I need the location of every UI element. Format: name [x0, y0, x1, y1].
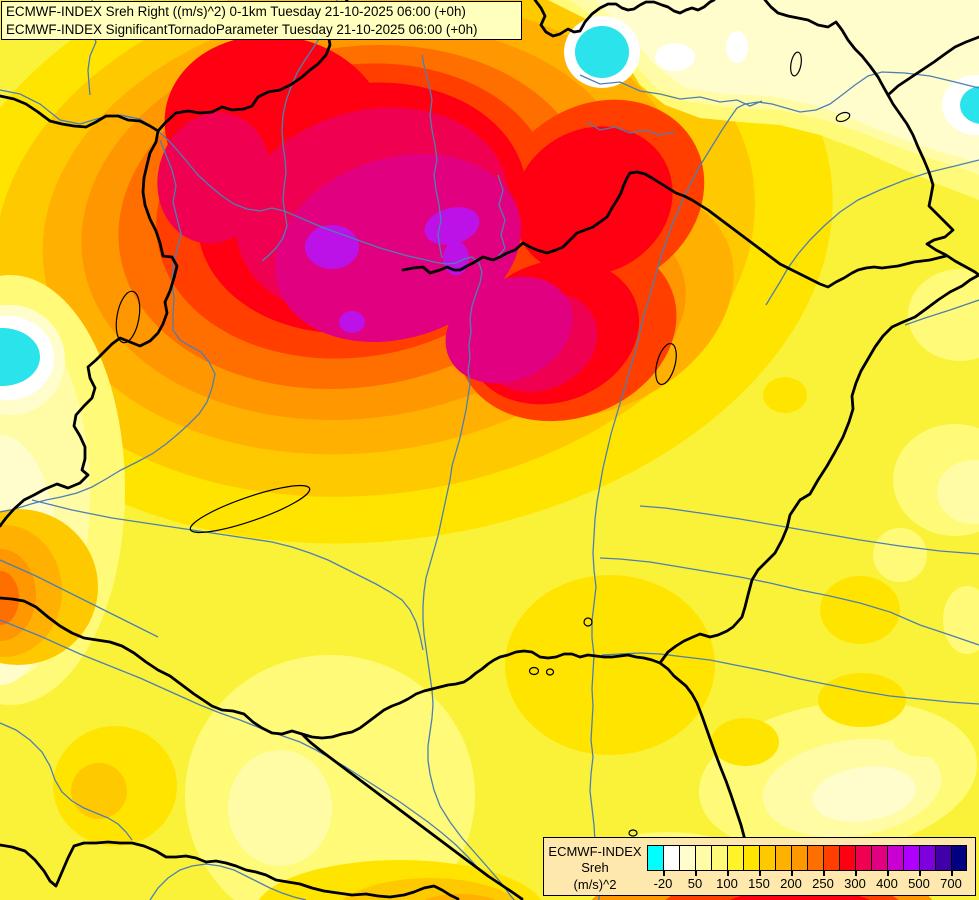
- border-ne-corner: [886, 35, 979, 97]
- legend-color-cell-13: [855, 845, 871, 871]
- river-danube: [0, 89, 515, 900]
- legend-labels: ECMWF-INDEX Sreh (m/s)^2: [544, 838, 646, 895]
- lake-s-2: [545, 668, 555, 676]
- lake-neusiedl: [115, 290, 141, 344]
- legend-tick-700: [951, 871, 953, 876]
- lake-s-4: [628, 829, 638, 837]
- border-drava-se: [300, 732, 524, 900]
- legend-tick-label-700: 700: [940, 876, 962, 891]
- lake-ne-1: [790, 51, 802, 77]
- legend-color-cell-9: [791, 845, 807, 871]
- legend-units-label: (m/s)^2: [573, 877, 617, 892]
- legend-tick-150: [759, 871, 761, 876]
- legend-color-cell-3: [695, 845, 711, 871]
- legend-tick-label--20: -20: [653, 876, 673, 891]
- legend-colorbar: [647, 845, 967, 871]
- river-ne-2: [586, 121, 676, 136]
- river-mura: [0, 559, 159, 638]
- legend-color-cell-10: [807, 845, 823, 871]
- legend-color-cell-15: [887, 845, 903, 871]
- river-ne-1: [579, 74, 763, 107]
- river-maros: [601, 652, 979, 705]
- legend-color-cell-14: [871, 845, 887, 871]
- legend-color-cell-16: [903, 845, 919, 871]
- river-east-edge: [904, 299, 979, 326]
- legend-color-cell-11: [823, 845, 839, 871]
- title-line-1: ECMWF-INDEX Sreh Right ((m/s)^2) 0-1km T…: [6, 4, 466, 19]
- legend-color-cell-7: [759, 845, 775, 871]
- title-box: ECMWF-INDEX Sreh Right ((m/s)^2) 0-1km T…: [1, 1, 522, 40]
- legend-tick-200: [791, 871, 793, 876]
- river-koros-south: [599, 557, 979, 646]
- legend-tick-250: [823, 871, 825, 876]
- legend-tick-label-150: 150: [748, 876, 770, 891]
- river-sw-1: [0, 722, 133, 841]
- legend-tick-100: [727, 871, 729, 876]
- legend-color-cell-1: [663, 845, 679, 871]
- legend-tick-label-500: 500: [908, 876, 930, 891]
- title-line-2: ECMWF-INDEX SignificantTornadoParameter …: [6, 22, 478, 38]
- legend-tick-400: [887, 871, 889, 876]
- legend-tick-50: [695, 871, 697, 876]
- river-koros-north: [639, 505, 979, 555]
- legend-color-cell-8: [775, 845, 791, 871]
- legend-color-cell-2: [679, 845, 695, 871]
- border-hu-sk-danube-bend: [401, 170, 948, 289]
- river-szamos: [765, 159, 979, 306]
- legend-color-cell-12: [839, 845, 855, 871]
- lake-s-3: [583, 617, 593, 627]
- border-bottom-left: [0, 840, 460, 900]
- legend-box: ECMWF-INDEX Sreh (m/s)^2 -20 50 100 150 200 2…: [543, 837, 976, 896]
- lakes: [115, 51, 851, 837]
- legend-color-cell-6: [743, 845, 759, 871]
- legend-tick-label-300: 300: [844, 876, 866, 891]
- border-at-hu-west: [0, 129, 179, 528]
- lake-s-1: [528, 666, 540, 676]
- legend-tick-label-50: 50: [687, 876, 703, 891]
- legend-color-cell-19: [951, 845, 967, 871]
- legend-color-cell-5: [727, 845, 743, 871]
- river-hron: [421, 54, 443, 259]
- legend-tick-label-200: 200: [780, 876, 802, 891]
- river-tisza: [589, 71, 979, 900]
- legend-color-cell-18: [935, 845, 951, 871]
- river-sw-2: [149, 863, 307, 900]
- river-ipel: [490, 174, 506, 262]
- border-hu-south: [0, 596, 752, 867]
- legend-product-label: ECMWF-INDEX: [548, 844, 642, 859]
- legend-color-cell-4: [711, 845, 727, 871]
- legend-tick-300: [855, 871, 857, 876]
- legend-color-cell-17: [919, 845, 935, 871]
- lake-tisza: [655, 342, 677, 386]
- border-east: [658, 0, 979, 665]
- river-sio: [31, 499, 424, 651]
- legend-tick-label-250: 250: [812, 876, 834, 891]
- legend-tick-500: [919, 871, 921, 876]
- lake-ne-2: [835, 111, 851, 123]
- legend-parameter-label: Sreh: [581, 860, 609, 875]
- legend-tick-label-100: 100: [716, 876, 738, 891]
- border-north-center: [533, 0, 716, 38]
- legend-tick-label-400: 400: [876, 876, 898, 891]
- river-raba: [0, 139, 216, 513]
- river-vah: [261, 0, 338, 262]
- legend-tick--20: [663, 871, 665, 876]
- legend-color-cell-0: [647, 845, 663, 871]
- lake-balaton: [189, 484, 311, 534]
- border-danube-west: [0, 94, 160, 133]
